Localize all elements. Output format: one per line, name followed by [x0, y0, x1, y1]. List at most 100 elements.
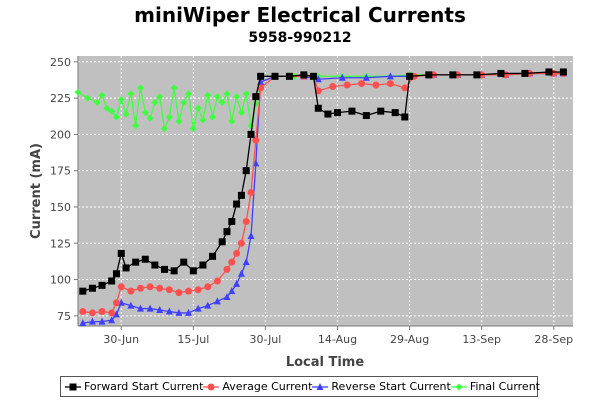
data-point-forward-start-current [391, 109, 399, 117]
data-point-forward-start-current [218, 238, 226, 246]
data-point-final-current [165, 113, 173, 121]
data-point-reverse-start-current [228, 287, 236, 295]
data-point-reverse-start-current [98, 317, 106, 325]
x-tick-label: 13-Sep [462, 333, 501, 346]
data-point-forward-start-current [242, 167, 250, 175]
data-point-final-current [175, 117, 183, 125]
data-point-average-current [185, 287, 193, 295]
legend-swatch-marker [455, 383, 463, 390]
legend-label: Final Current [469, 380, 540, 393]
data-point-forward-start-current [151, 261, 159, 269]
legend-label: Reverse Start Current [331, 380, 451, 393]
data-point-final-current [141, 109, 149, 117]
data-point-final-current [213, 93, 221, 101]
data-point-average-current [213, 277, 221, 285]
data-point-forward-start-current [324, 110, 332, 118]
data-point-reverse-start-current [242, 258, 250, 266]
data-point-forward-start-current [122, 264, 130, 272]
data-point-final-current [112, 113, 120, 121]
y-tick-label: 200 [50, 128, 71, 141]
data-point-final-current [103, 104, 111, 112]
data-point-average-current [146, 283, 154, 291]
data-point-final-current [237, 109, 245, 117]
data-point-forward-start-current [132, 258, 140, 266]
data-point-forward-start-current [98, 281, 106, 289]
data-point-forward-start-current [300, 71, 308, 79]
data-point-reverse-start-current [213, 297, 221, 305]
data-point-forward-start-current [88, 284, 96, 292]
data-point-forward-start-current [141, 255, 149, 263]
data-point-forward-start-current [199, 261, 207, 269]
y-tick-label: 125 [50, 237, 71, 250]
data-point-final-current [223, 90, 231, 98]
data-point-average-current [117, 283, 125, 291]
series-forward-start-current [79, 68, 567, 295]
data-point-forward-start-current [406, 72, 414, 80]
data-point-final-current [136, 84, 144, 92]
chart-title: miniWiper Electrical Currents [134, 3, 466, 27]
y-tick-label: 250 [50, 56, 71, 69]
data-point-reverse-start-current [362, 73, 370, 81]
data-point-final-current [209, 113, 217, 121]
legend-swatch-reverse-start-current [312, 382, 329, 390]
data-point-final-current [132, 122, 140, 130]
data-point-reverse-start-current [237, 269, 245, 277]
data-point-final-current [185, 90, 193, 98]
data-point-average-current [204, 283, 212, 291]
data-point-average-current [252, 136, 260, 144]
data-point-reverse-start-current [88, 317, 96, 325]
data-point-forward-start-current [521, 69, 529, 77]
data-point-average-current [358, 80, 366, 88]
data-point-forward-start-current [108, 277, 116, 285]
legend: Forward Start Current Average Current Reve… [60, 376, 540, 397]
x-tick-label: 30-Jul [249, 333, 281, 346]
data-point-reverse-start-current [185, 308, 193, 316]
data-point-average-current [127, 287, 135, 295]
data-point-forward-start-current [180, 258, 188, 266]
data-point-forward-start-current [449, 71, 457, 79]
data-point-final-current [170, 84, 178, 92]
data-point-forward-start-current [545, 68, 553, 76]
legend-item-average-current: Average Current [203, 380, 312, 393]
data-point-forward-start-current [189, 267, 197, 275]
data-point-average-current [88, 309, 96, 317]
data-point-reverse-start-current [223, 292, 231, 300]
data-point-forward-start-current [473, 71, 481, 79]
data-point-forward-start-current [228, 217, 236, 225]
data-point-final-current [151, 98, 159, 106]
data-point-final-current [117, 96, 125, 104]
data-point-forward-start-current [117, 249, 125, 257]
data-point-final-current [180, 98, 188, 106]
data-point-final-current [204, 91, 212, 99]
data-point-average-current [223, 265, 231, 273]
data-point-forward-start-current [314, 104, 322, 112]
data-point-final-current [74, 88, 82, 96]
y-tick-label: 150 [50, 201, 71, 214]
y-tick-label: 175 [50, 165, 71, 178]
x-tick-label: 29-Aug [390, 333, 429, 346]
data-point-forward-start-current [252, 93, 260, 101]
data-point-average-current [228, 258, 236, 266]
y-tick-label: 225 [50, 92, 71, 105]
data-point-final-current [98, 91, 106, 99]
data-point-reverse-start-current [175, 308, 183, 316]
data-point-forward-start-current [247, 130, 255, 138]
data-point-reverse-start-current [136, 304, 144, 312]
data-point-average-current [98, 307, 106, 315]
data-point-final-current [93, 98, 101, 106]
series-layer [74, 68, 567, 327]
data-point-reverse-start-current [314, 75, 322, 83]
data-point-reverse-start-current [79, 319, 87, 327]
data-point-forward-start-current [112, 270, 120, 278]
data-point-final-current [218, 98, 226, 106]
legend-swatch-marker [69, 383, 77, 390]
data-point-forward-start-current [362, 112, 370, 120]
data-point-forward-start-current [233, 200, 241, 208]
data-point-average-current [242, 217, 250, 225]
data-point-final-current [161, 125, 169, 133]
y-axis-label: Current (mA) [29, 143, 44, 239]
data-point-average-current [136, 284, 144, 292]
data-point-average-current [401, 84, 409, 92]
data-point-forward-start-current [209, 252, 217, 260]
data-point-final-current [199, 116, 207, 124]
